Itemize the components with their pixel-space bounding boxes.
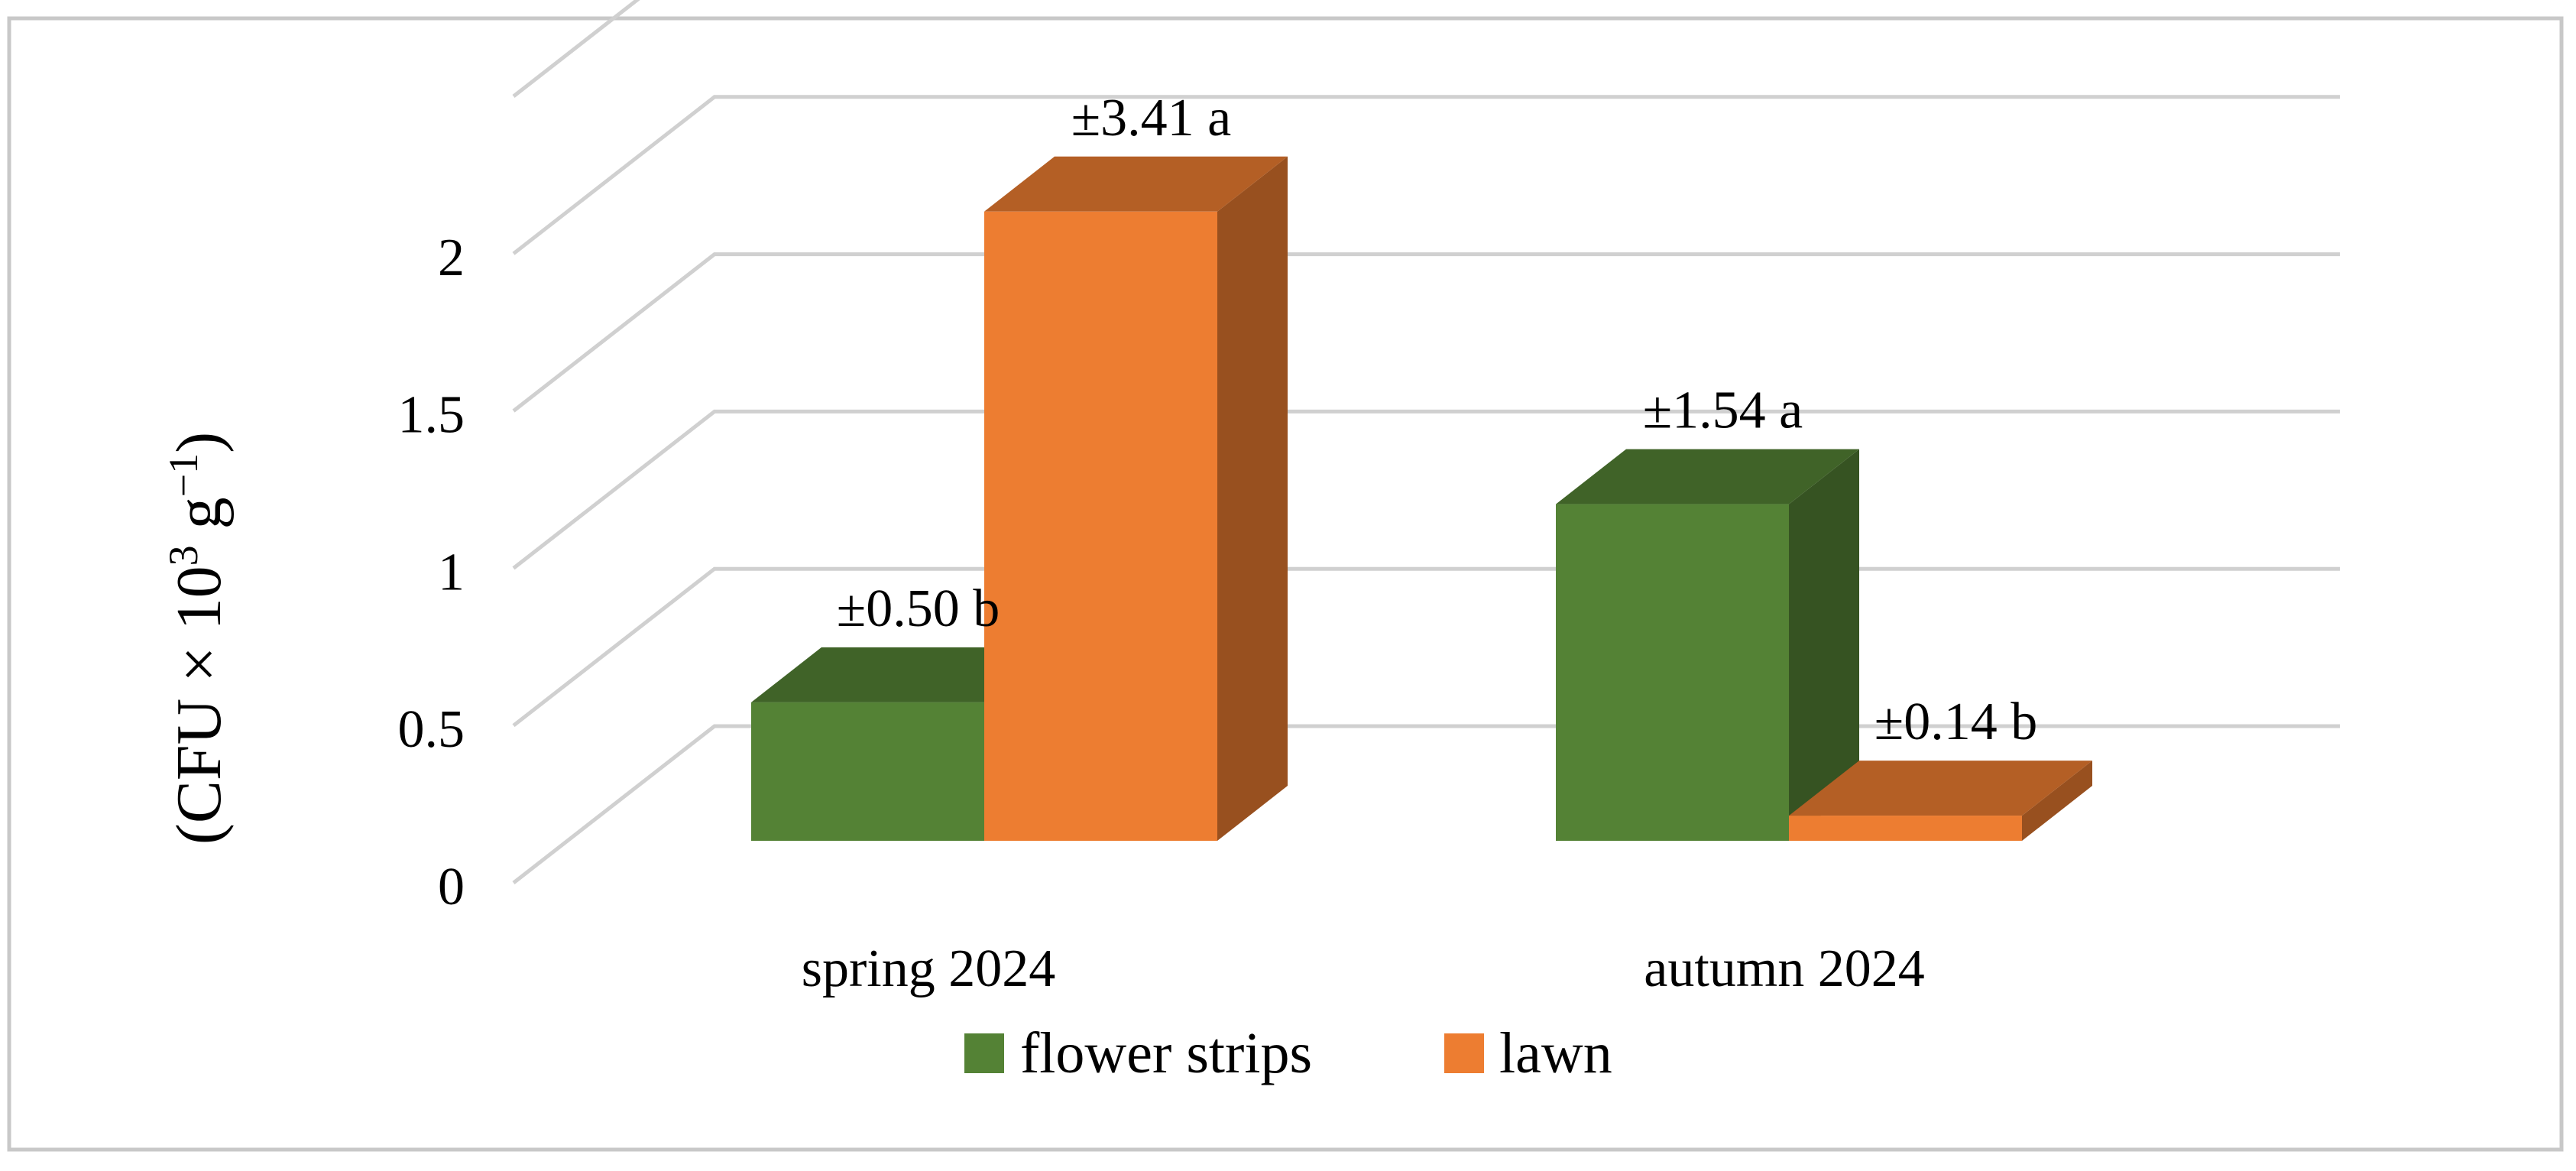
gridline (512, 409, 2340, 570)
y-tick-label: 1.5 (398, 386, 465, 445)
bar-side (1789, 449, 1859, 841)
legend-swatch (964, 1033, 1004, 1073)
data-label: ±0.14 b (1874, 693, 2037, 751)
y-axis-title: (CFU × 103 g−1) (160, 432, 235, 845)
bar-side (1217, 156, 1288, 842)
bar (751, 702, 984, 841)
data-label: ±0.50 b (837, 579, 1000, 638)
y-axis-title-main: (CFU × 10 (164, 566, 235, 845)
y-axis-title-unit: g (164, 497, 235, 545)
y-tick-label: 2 (438, 229, 465, 287)
y-tick-label: 0.5 (398, 700, 465, 759)
legend-label: lawn (1499, 1021, 1612, 1085)
y-axis-title-sup: 3 (160, 545, 206, 566)
bar-top (751, 647, 1055, 702)
y-tick-label: 0 (438, 858, 465, 916)
legend: flower strips lawn (964, 1021, 1612, 1085)
bar (1789, 816, 2022, 841)
y-axis-title-sup2: −1 (160, 453, 206, 497)
y-tick-label: 1 (438, 543, 465, 602)
bar-top (984, 156, 1288, 212)
data-label: ±1.54 a (1643, 381, 1803, 440)
data-label: ±3.41 a (1071, 89, 1232, 148)
bar-top (1789, 761, 2092, 816)
legend-label: flower strips (1020, 1021, 1312, 1085)
bar-top (1556, 449, 1859, 504)
x-category-label: spring 2024 (802, 939, 1056, 998)
gridline (512, 95, 2340, 255)
legend-swatch (1444, 1033, 1484, 1073)
gridline (512, 252, 2340, 413)
x-category-label: autumn 2024 (1644, 939, 1924, 998)
gridline (512, 0, 640, 98)
bar (1556, 504, 1789, 841)
bar-side (2022, 761, 2092, 841)
y-axis-title-end: ) (164, 432, 235, 453)
bar (984, 211, 1217, 841)
